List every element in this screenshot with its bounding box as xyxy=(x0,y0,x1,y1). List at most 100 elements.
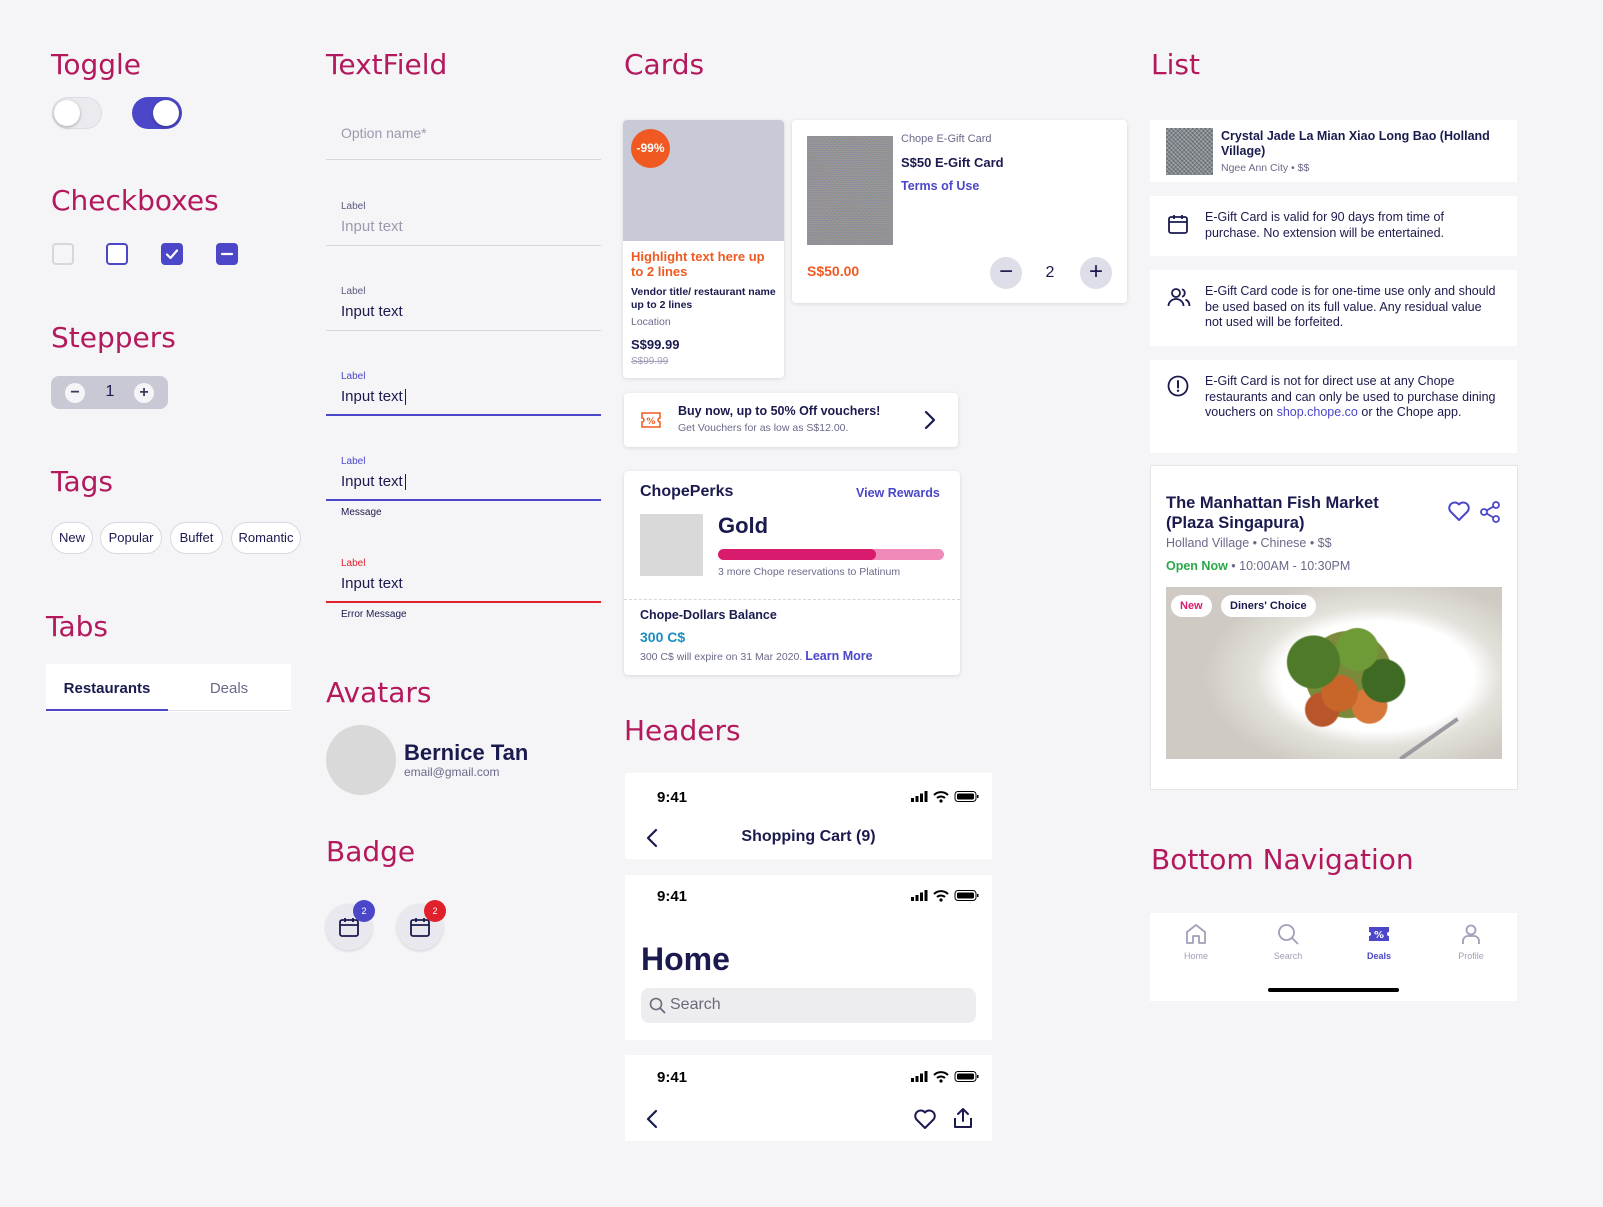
header-detail: 9:41 xyxy=(625,1055,992,1141)
bottom-navigation-section-title: Bottom Navigation xyxy=(1151,843,1414,876)
tab-deals[interactable]: Deals xyxy=(209,680,249,697)
stepper-value: 1 xyxy=(105,383,115,400)
tab-restaurants[interactable]: Restaurants xyxy=(63,680,151,697)
toggle-off[interactable] xyxy=(52,97,102,129)
quantity-plus-button[interactable]: + xyxy=(1080,257,1112,289)
textfield-value: Input text xyxy=(341,388,403,405)
textfield-placeholder[interactable]: Option name* xyxy=(326,118,601,162)
checkboxes-section-title: Checkboxes xyxy=(51,184,219,217)
list-item-usage: E-Gift Card is not for direct use at any… xyxy=(1150,360,1517,453)
nav-profile[interactable]: Profile xyxy=(1436,922,1506,961)
nav-deals[interactable]: % Deals xyxy=(1344,922,1414,961)
nav-label: Search xyxy=(1273,951,1303,961)
nav-home[interactable]: Home xyxy=(1161,922,1231,961)
textfield-error[interactable]: Label Input text Error Message xyxy=(326,555,601,625)
hours: • 10:00AM - 10:30PM xyxy=(1227,559,1351,573)
tab-active-indicator xyxy=(46,709,168,711)
quantity-stepper: − 1 + xyxy=(51,376,168,409)
avatars-section-title: Avatars xyxy=(326,676,432,709)
restaurant-feature-card[interactable]: The Manhattan Fish Market (Plaza Singapu… xyxy=(1150,465,1518,790)
search-input[interactable]: Search xyxy=(641,988,976,1023)
list-item-text: E-Gift Card code is for one-time use onl… xyxy=(1205,284,1496,329)
textfield-filled[interactable]: Label Input text xyxy=(326,283,601,333)
badge-button-calendar-alert[interactable]: 2 xyxy=(397,900,446,950)
view-rewards-link[interactable]: View Rewards xyxy=(856,486,940,500)
balance-expiry: 300 C$ will expire on 31 Mar 2020. xyxy=(640,651,803,663)
textfield-value-wrap: Input text xyxy=(341,473,406,491)
restaurant-name: Crystal Jade La Mian Xiao Long Bao (Holl… xyxy=(1221,129,1490,158)
share-nodes-icon[interactable] xyxy=(1479,500,1501,524)
notification-badge: 2 xyxy=(424,900,446,922)
nav-label: Home xyxy=(1183,951,1208,961)
back-arrow-icon[interactable] xyxy=(645,1108,659,1130)
nav-search[interactable]: Search xyxy=(1253,922,1323,961)
svg-text:%: % xyxy=(646,417,655,427)
header-shopping-cart: 9:41 Shopping Cart (9) xyxy=(625,773,992,859)
status-time: 9:41 xyxy=(657,888,688,905)
balance-value: 300 C$ xyxy=(640,629,686,645)
deal-vendor: Vendor title/ restaurant name up to 2 li… xyxy=(631,286,776,311)
status-bar-icons xyxy=(911,890,979,902)
calendar-icon xyxy=(410,918,430,937)
textfield-label: Label xyxy=(341,371,366,382)
tier-image-placeholder xyxy=(640,514,703,576)
textfield-value-wrap: Input text xyxy=(341,388,406,406)
quantity-minus-button[interactable]: − xyxy=(990,257,1022,289)
avatar[interactable] xyxy=(326,725,396,795)
toggle-on[interactable] xyxy=(132,97,182,129)
textfield-label: Label xyxy=(341,286,366,297)
tag-diners-choice: Diners' Choice xyxy=(1221,595,1316,617)
users-icon xyxy=(1167,288,1191,307)
tabs-section-title: Tabs xyxy=(46,610,108,643)
textfield-underline-focused xyxy=(326,414,601,416)
voucher-title: Buy now, up to 50% Off vouchers! xyxy=(678,404,881,418)
checkbox-checked[interactable] xyxy=(161,243,183,265)
checkbox-indeterminate[interactable] xyxy=(216,243,238,265)
opening-hours: Open Now • 10:00AM - 10:30PM xyxy=(1166,559,1350,573)
notification-badge: 2 xyxy=(353,900,375,922)
checkbox-disabled xyxy=(52,243,74,265)
calendar-icon xyxy=(339,918,359,937)
back-arrow-icon[interactable] xyxy=(645,827,659,849)
status-time: 9:41 xyxy=(657,789,688,806)
share-icon[interactable] xyxy=(952,1106,974,1130)
textfield-empty[interactable]: Label Input text xyxy=(326,198,601,248)
heart-icon[interactable] xyxy=(1447,500,1471,522)
heart-icon[interactable] xyxy=(913,1108,937,1130)
voucher-subtitle: Get Vouchers for as low as S$12.00. xyxy=(678,422,849,434)
voucher-banner[interactable]: % Buy now, up to 50% Off vouchers! Get V… xyxy=(624,393,958,447)
badge-button-calendar[interactable]: 2 xyxy=(326,900,375,950)
list-item-one-time-use: E-Gift Card code is for one-time use onl… xyxy=(1150,270,1517,346)
perks-divider xyxy=(624,599,960,600)
deal-highlight: Highlight text here up to 2 lines xyxy=(631,249,765,279)
checkbox-unchecked[interactable] xyxy=(106,243,128,265)
food-shape xyxy=(1261,612,1436,737)
list-section-title: List xyxy=(1151,48,1200,81)
check-icon xyxy=(165,249,179,260)
stepper-minus-button[interactable]: − xyxy=(65,383,85,403)
discount-badge: -99% xyxy=(631,129,670,168)
gift-card-title: S$50 E-Gift Card xyxy=(901,155,1004,170)
shop-link[interactable]: shop.chope.co xyxy=(1276,405,1358,419)
deal-old-price: S$99.99 xyxy=(631,356,669,367)
avatar-email: email@gmail.com xyxy=(404,765,500,779)
gift-card-image xyxy=(807,136,893,245)
tag-romantic[interactable]: Romantic xyxy=(231,522,301,554)
voucher-icon: % xyxy=(641,412,661,428)
textfield-section-title: TextField xyxy=(326,48,448,81)
tag-buffet[interactable]: Buffet xyxy=(170,522,223,554)
textfield-underline-focused xyxy=(326,499,601,501)
tag-popular[interactable]: Popular xyxy=(100,522,162,554)
calendar-icon xyxy=(1168,215,1188,234)
deal-card[interactable]: -99% Highlight text here up to 2 lines V… xyxy=(623,120,784,378)
list-item-restaurant[interactable]: Crystal Jade La Mian Xiao Long Bao (Holl… xyxy=(1150,120,1517,182)
textfield-focused[interactable]: Label Input text xyxy=(326,368,601,418)
tag-new[interactable]: New xyxy=(51,522,93,554)
balance-label: Chope-Dollars Balance xyxy=(640,608,777,622)
gift-card-price: S$50.00 xyxy=(807,263,860,279)
stepper-plus-button[interactable]: + xyxy=(134,383,154,403)
alert-circle-icon xyxy=(1167,375,1189,397)
terms-of-use-link[interactable]: Terms of Use xyxy=(901,179,980,193)
learn-more-link[interactable]: Learn More xyxy=(805,649,873,663)
textfield-with-message[interactable]: Label Input text Message xyxy=(326,453,601,523)
